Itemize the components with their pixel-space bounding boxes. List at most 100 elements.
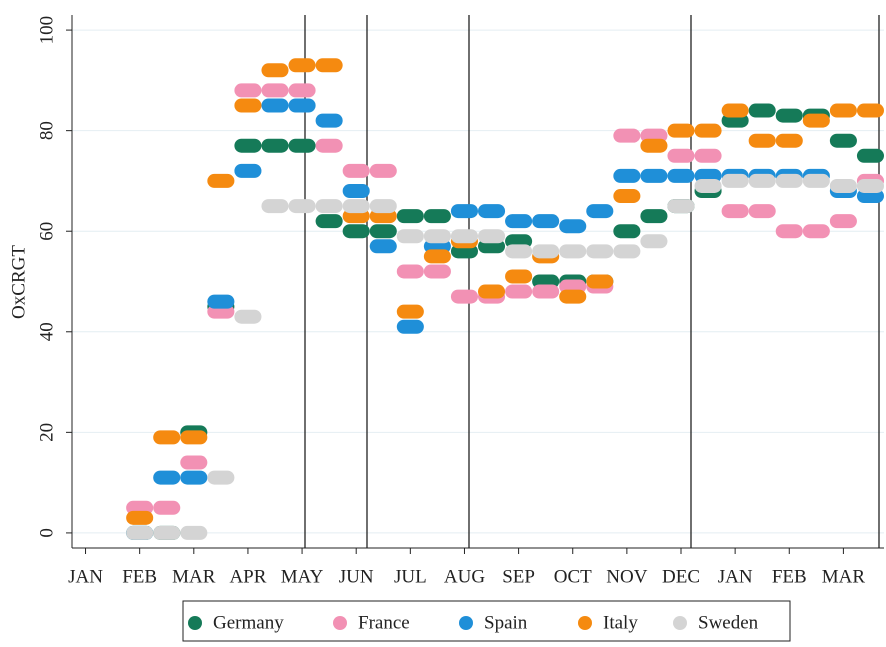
legend-label: Sweden [698, 612, 759, 633]
point [315, 138, 343, 153]
point [261, 98, 289, 113]
point [505, 214, 533, 229]
x-tick-label: JUN [339, 566, 374, 587]
point [288, 83, 316, 98]
point [559, 244, 587, 259]
legend-marker [578, 616, 592, 630]
point [775, 173, 803, 188]
point [126, 510, 154, 525]
point [234, 138, 262, 153]
point [694, 123, 722, 138]
point [315, 214, 343, 229]
point [667, 148, 695, 163]
point [288, 138, 316, 153]
point [802, 224, 830, 239]
x-tick-label: NOV [606, 566, 647, 587]
legend-label: Spain [484, 612, 528, 633]
point [342, 199, 370, 214]
point [396, 229, 424, 244]
point [667, 199, 695, 214]
x-tick-label: DEC [662, 566, 700, 587]
point [288, 199, 316, 214]
point [180, 455, 208, 470]
point [261, 63, 289, 78]
point [478, 284, 506, 299]
point [234, 163, 262, 178]
point [288, 98, 316, 113]
point [153, 470, 181, 485]
x-tick-label: APR [229, 566, 266, 587]
x-tick-label: FEB [772, 566, 807, 587]
x-tick-label: AUG [444, 566, 485, 587]
point [775, 224, 803, 239]
point [856, 148, 884, 163]
point [505, 244, 533, 259]
legend-box [182, 600, 791, 642]
point [423, 264, 451, 279]
point [748, 173, 776, 188]
point [342, 183, 370, 198]
y-tick-label: 20 [36, 423, 57, 442]
point [613, 224, 641, 239]
y-tick-label: 0 [36, 528, 57, 538]
x-tick-label: MAR [172, 566, 216, 587]
point [532, 214, 560, 229]
point [315, 58, 343, 73]
legend-label: Italy [603, 612, 638, 633]
point [369, 239, 397, 254]
point [261, 199, 289, 214]
point [721, 103, 749, 118]
point [694, 148, 722, 163]
point [207, 294, 235, 309]
point [180, 430, 208, 445]
point [261, 83, 289, 98]
legend-marker [333, 616, 347, 630]
point [342, 163, 370, 178]
point [829, 133, 857, 148]
y-tick-label: 40 [36, 322, 57, 341]
point [126, 525, 154, 540]
point [478, 204, 506, 219]
point [748, 103, 776, 118]
point [207, 470, 235, 485]
point [559, 219, 587, 234]
point [450, 289, 478, 304]
point [423, 249, 451, 264]
legend-label: Germany [213, 612, 284, 633]
x-tick-label: SEP [502, 566, 535, 587]
point [234, 309, 262, 324]
point [694, 178, 722, 193]
point [288, 58, 316, 73]
point [586, 204, 614, 219]
point [261, 138, 289, 153]
point [396, 209, 424, 224]
x-tick-label: JAN [68, 566, 103, 587]
y-tick-label: 60 [36, 222, 57, 241]
point [748, 133, 776, 148]
point [396, 264, 424, 279]
point [829, 178, 857, 193]
legend-label: France [358, 612, 410, 633]
point [369, 163, 397, 178]
point [505, 284, 533, 299]
y-tick-label: 100 [36, 16, 57, 45]
legend-marker [459, 616, 473, 630]
point [775, 133, 803, 148]
point [640, 234, 668, 249]
point [856, 178, 884, 193]
point [153, 525, 181, 540]
x-tick-label: JUL [394, 566, 427, 587]
point [613, 189, 641, 204]
point [234, 98, 262, 113]
point [721, 173, 749, 188]
point [180, 470, 208, 485]
point [775, 108, 803, 123]
y-axis-label: OxCRGT [8, 245, 29, 319]
point [802, 113, 830, 128]
point [559, 289, 587, 304]
point [613, 244, 641, 259]
point [315, 199, 343, 214]
point [369, 224, 397, 239]
point [640, 209, 668, 224]
